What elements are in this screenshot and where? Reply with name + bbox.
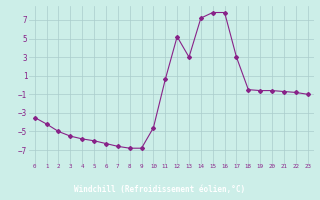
Text: Windchill (Refroidissement éolien,°C): Windchill (Refroidissement éolien,°C) xyxy=(75,185,245,194)
